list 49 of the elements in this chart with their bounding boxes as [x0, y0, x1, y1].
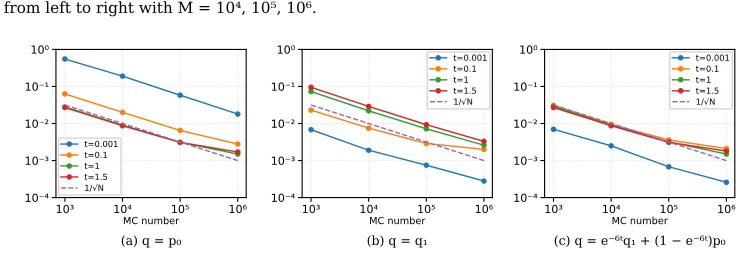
y-tick-label: 10⁻³ [272, 156, 295, 165]
y-tick-label: 10⁻¹ [514, 82, 538, 91]
text: (a) q = p₀ [122, 235, 182, 248]
legend-label: t=0.1 [696, 66, 718, 72]
y-tick-label: 10⁻² [272, 119, 294, 128]
legend-label: t=1 [453, 76, 468, 83]
y-tick-label: 10⁻¹ [272, 82, 295, 91]
x-axis-title: MC number [612, 216, 668, 224]
x-tick-label: 10⁶ [718, 204, 736, 214]
y-tick-label: 10⁰ [520, 45, 538, 54]
legend-label: t=1.5 [453, 88, 476, 94]
x-tick-label: 10⁵ [418, 204, 436, 214]
y-tick-label: 10⁻² [26, 119, 48, 128]
legend-label: 1/√N [696, 98, 715, 106]
legend-label: t=0.1 [84, 152, 108, 158]
legend-label: t=0.001 [453, 54, 487, 61]
legend-label: t=0.1 [453, 66, 476, 72]
legend-label: 1/√N [85, 184, 104, 192]
legend-label: t=0.001 [84, 140, 118, 148]
y-tick-label: 10⁰ [32, 45, 49, 54]
x-tick-label: 10³ [545, 204, 562, 214]
legend-label: t=1 [696, 76, 710, 83]
legend-label: 1/√N [454, 98, 472, 106]
x-axis-title: MC number [124, 216, 180, 224]
y-tick-label: 10⁻³ [26, 156, 48, 165]
legend-label: t=1.5 [696, 88, 718, 94]
y-tick-label: 10⁰ [278, 45, 295, 54]
text: from left to right with M = 10⁴, 10⁵, 10⁶. [4, 1, 316, 16]
y-tick-label: 10⁻⁴ [514, 194, 538, 202]
x-tick-label: 10⁵ [660, 204, 678, 214]
x-tick-label: 10⁶ [476, 204, 493, 214]
x-tick-label: 10⁵ [172, 204, 189, 214]
legend-label: t=1 [84, 162, 100, 169]
x-tick-label: 10³ [56, 204, 74, 214]
legend-label: t=0.001 [696, 54, 730, 61]
x-tick-label: 10⁶ [230, 204, 247, 214]
text: (c) q = e⁻⁶ᵗq₁ + (1 − e⁻⁶ᵗ)p₀ [554, 235, 726, 248]
x-axis-title: MC number [370, 216, 426, 224]
x-tick-label: 10⁴ [603, 204, 620, 214]
legend-label: t=1.5 [84, 174, 108, 180]
y-tick-label: 10⁻² [514, 119, 537, 128]
y-tick-label: 10⁻³ [514, 156, 538, 165]
x-tick-label: 10³ [302, 204, 320, 214]
x-tick-label: 10⁴ [360, 204, 378, 214]
text: (b) q = q₁ [368, 235, 427, 248]
y-tick-label: 10⁻⁴ [26, 194, 49, 202]
y-tick-label: 10⁻⁴ [272, 194, 295, 202]
y-tick-label: 10⁻¹ [26, 82, 48, 91]
x-tick-label: 10⁴ [114, 204, 132, 214]
